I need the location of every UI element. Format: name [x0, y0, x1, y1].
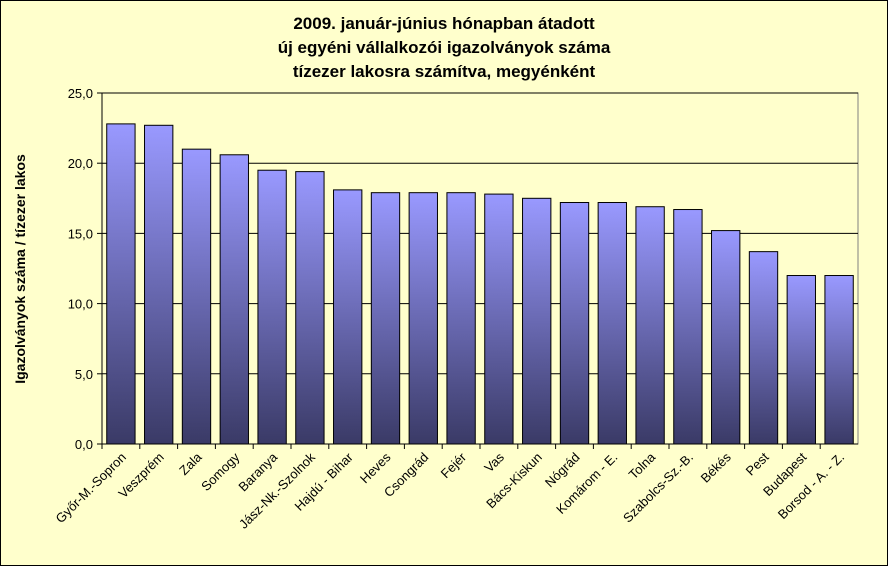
- y-tick-label: 0,0: [75, 437, 93, 452]
- bar-1: [144, 124, 174, 445]
- bar-0: [106, 123, 136, 445]
- bar-12: [559, 202, 590, 445]
- bar-18: [786, 275, 816, 445]
- chart-title: 2009. január-június hónapban átadott új …: [278, 14, 611, 81]
- y-tick-label: 10,0: [68, 297, 93, 312]
- y-tick-label: 5,0: [75, 367, 93, 382]
- category-label: Fejér: [438, 449, 470, 481]
- chart-title-line-1: 2009. január-június hónapban átadott: [293, 14, 595, 33]
- bar-19: [824, 275, 854, 445]
- chart-title-line-3: tízezer lakosra számítva, megyénként: [293, 62, 596, 81]
- bar-15: [673, 209, 703, 445]
- category-label: Borsod - A. - Z.: [775, 450, 847, 522]
- bar-16: [711, 230, 741, 445]
- category-label: Békés: [698, 449, 735, 486]
- plot-area: [101, 92, 859, 445]
- category-label: Vas: [481, 449, 507, 475]
- y-axis-title: Igazolványok száma / tízezer lakos: [12, 154, 28, 384]
- category-label: Pest: [743, 449, 772, 478]
- bar-9: [446, 192, 476, 445]
- bars: [106, 123, 854, 445]
- bar-3: [219, 154, 249, 445]
- y-tick-label: 20,0: [68, 156, 93, 171]
- category-label: Szabolcs-Sz.-B.: [620, 450, 696, 526]
- category-label: Somogy: [198, 449, 243, 494]
- bar-11: [522, 197, 552, 445]
- bar-10: [484, 193, 514, 445]
- category-label: Zala: [176, 449, 205, 478]
- bar-7: [370, 192, 401, 445]
- bar-14: [635, 206, 665, 445]
- chart-title-line-2: új egyéni vállalkozói igazolványok száma: [278, 38, 611, 57]
- bar-17: [748, 251, 779, 445]
- bar-6: [333, 189, 363, 445]
- bar-8: [408, 192, 438, 445]
- bar-5: [295, 171, 325, 445]
- y-tick-label: 15,0: [68, 226, 93, 241]
- bar-13: [597, 202, 627, 445]
- y-axis-tick-labels: 0,0 5,0 10,0 15,0 20,0 25,0: [68, 86, 102, 452]
- bar-2: [181, 148, 212, 445]
- bar-4: [257, 169, 287, 445]
- category-label: Tolna: [626, 449, 659, 482]
- y-tick-label: 25,0: [68, 86, 93, 101]
